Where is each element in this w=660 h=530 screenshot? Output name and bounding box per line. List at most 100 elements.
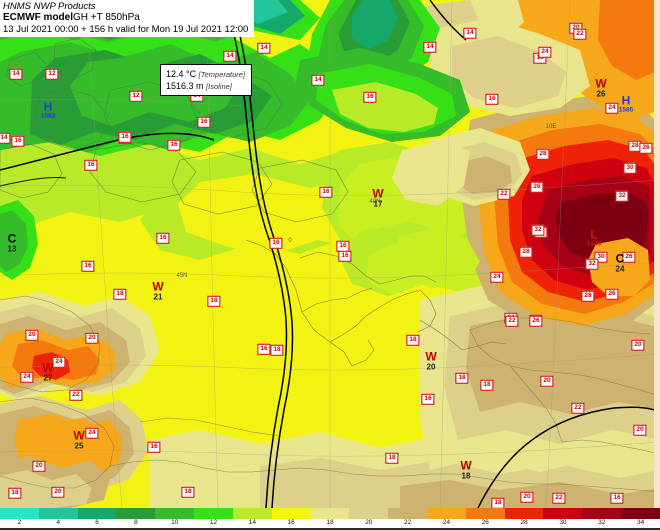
contour-label: 14: [9, 68, 23, 80]
contour-label: 26: [605, 288, 619, 300]
callout-height-row: 1516.3 m [Isoline]: [166, 80, 245, 92]
contour-label: 16: [338, 250, 352, 262]
extremum-symbol: W: [152, 279, 164, 294]
extremum-value: 21: [153, 292, 163, 302]
extremum-value: 25: [74, 441, 84, 451]
contour-label: 26: [530, 181, 544, 193]
contour-label: 24: [52, 356, 66, 368]
contour-label: 20: [25, 329, 39, 341]
extremum-marker-w: W 20: [425, 349, 437, 372]
contour-label: 14: [223, 50, 237, 62]
extremum-symbol: H: [621, 93, 631, 108]
colorbar-tick: 4: [56, 519, 61, 526]
extremum-marker-w: W 21: [152, 279, 164, 302]
colorbar-swatch: [155, 508, 195, 519]
contour-label: 16: [118, 131, 132, 143]
contour-label: 28: [519, 246, 533, 258]
colorbar-tick-labels: 2 4 6 8 10 12 14 16 18 20 22 24 26 28 30 32 34: [0, 519, 660, 530]
contour-label: 18: [113, 288, 127, 300]
graticule-label: 10E: [545, 124, 557, 130]
contour-label: 26: [529, 315, 543, 327]
extremum-marker-w: W 17: [372, 187, 383, 209]
colorbar-swatch: [388, 508, 427, 519]
extremum-value: 20: [426, 362, 436, 372]
extremum-marker-l: L 1440: [587, 228, 601, 247]
contour-label: 30: [594, 251, 608, 263]
colorbar-swatch: [504, 508, 544, 519]
extremum-value: 18: [461, 471, 471, 481]
colorbar-tick: 22: [404, 519, 412, 526]
extremum-symbol: W: [595, 76, 607, 91]
contour-label: 20: [631, 339, 645, 351]
contour-label: 14: [423, 41, 437, 53]
contour-label: 12: [45, 68, 59, 80]
extremum-value: 24: [615, 264, 625, 274]
contour-label: 14: [257, 42, 271, 54]
graticule-label: 45N: [176, 273, 188, 279]
extremum-marker-w: W 26: [595, 76, 607, 99]
colorbar-tick: 32: [598, 519, 606, 526]
contour-label: 20: [85, 332, 99, 344]
extremum-marker-h: H 1585: [619, 94, 633, 113]
contour-label: 18: [406, 334, 420, 346]
extremum-value: 17: [373, 199, 383, 209]
contour-label: 28: [536, 148, 550, 160]
colorbar-swatch: [232, 508, 272, 519]
extremum-symbol: W: [460, 458, 472, 473]
contour-label: 26: [639, 142, 653, 154]
contour-label: 24: [20, 371, 34, 383]
colorbar-swatch: [349, 508, 389, 519]
extremum-symbol: W: [42, 360, 54, 375]
colorbar-swatch: [426, 508, 466, 519]
extremum-symbol: C: [7, 231, 17, 246]
colorbar-tick: 20: [365, 519, 373, 526]
contour-label: 16: [197, 116, 211, 128]
colorbar-swatch: [271, 508, 311, 519]
extremum-value: 1440: [586, 239, 602, 247]
contour-label: 12: [129, 90, 143, 102]
extremum-value: 1583: [40, 111, 56, 119]
contour-label: 20: [51, 486, 65, 498]
colorbar-tick: 30: [559, 519, 567, 526]
contour-label: 20: [520, 491, 534, 503]
colorbar-swatch: [621, 508, 660, 519]
extremum-symbol: L: [590, 227, 598, 242]
colorbar-swatch: [582, 508, 621, 519]
contour-label: 16: [363, 91, 377, 103]
run-validity-line: 13 Jul 2021 00:00 + 156 h valid for Mon …: [3, 24, 249, 35]
product-line: HNMS NWP Products: [3, 1, 96, 12]
colorbar-swatch: [194, 508, 233, 519]
contour-label: 16: [257, 343, 271, 355]
contour-label: 16: [610, 492, 624, 504]
callout-temperature-label: [Temperature]: [198, 70, 246, 79]
colorbar-tick: 8: [134, 519, 138, 526]
contour-label: 18: [8, 487, 22, 499]
colorbar-tick: 6: [95, 519, 99, 526]
callout-temperature-value: 12.4 °C: [166, 69, 197, 79]
extremum-symbol: W: [425, 349, 437, 364]
contour-label: 14: [0, 132, 11, 144]
colorbar-swatches: [0, 508, 660, 519]
graticule-label: 40N: [369, 199, 381, 205]
extremum-symbol: C: [615, 251, 625, 266]
contour-label: 22: [552, 492, 566, 504]
contour-label: 14: [463, 27, 477, 39]
contour-label: 30: [623, 162, 637, 174]
weather-map-canvas[interactable]: [0, 0, 660, 508]
contour-label: 16: [11, 135, 25, 147]
contour-label: 32: [585, 258, 599, 270]
callout-temperature-row: 12.4 °C [Temperature]: [166, 68, 245, 80]
temperature-colorbar[interactable]: 2 4 6 8 10 12 14 16 18 20 22 24 26 28 30 32 34: [0, 508, 660, 530]
extremum-marker-c: C 24: [615, 251, 625, 274]
contour-label: 16: [81, 260, 95, 272]
contour-label: 32: [615, 190, 629, 202]
model-line: ECMWF modelGH +T 850hPa: [3, 12, 248, 24]
contour-label: 16: [269, 237, 283, 249]
extremum-value: 13: [7, 244, 17, 254]
graticule-label: 0: [288, 238, 292, 244]
extremum-symbol: H: [43, 99, 53, 114]
map-right-edge-strip: [654, 0, 660, 508]
contour-label: 16: [336, 240, 350, 252]
contour-label: 32: [531, 224, 545, 236]
contour-label: 26: [622, 251, 636, 263]
